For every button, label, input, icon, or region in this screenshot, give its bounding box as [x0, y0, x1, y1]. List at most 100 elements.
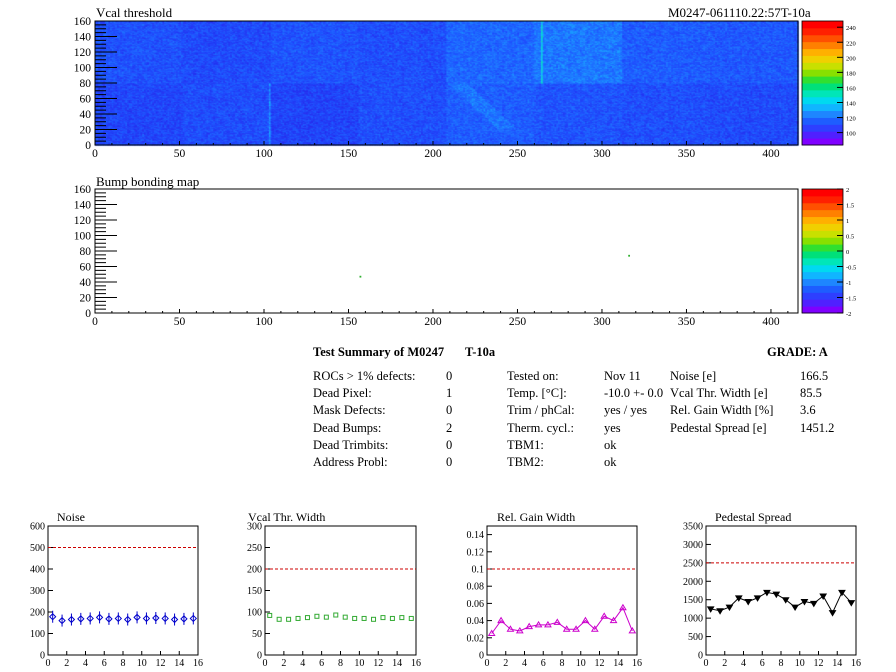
palette-swatch-1 — [802, 237, 843, 245]
palette-swatch-0 — [802, 69, 843, 77]
summary-middle-label: Therm. cycl.: — [507, 420, 574, 435]
plot-ytick-label-3-4: 2000 — [683, 577, 703, 588]
map-xtick-label-1-6: 300 — [593, 316, 611, 328]
map-ytick-label-1-3: 60 — [80, 262, 92, 274]
palette-swatch-1 — [802, 216, 843, 224]
palette-swatch-0 — [802, 138, 843, 146]
plot-ytick-label-2-0: 0 — [479, 651, 484, 662]
plot-point-3-13 — [828, 610, 837, 617]
map-ytick-label-1-8: 160 — [74, 184, 92, 196]
plot-frame-2 — [486, 525, 638, 656]
summary-right-value: 166.5 — [800, 369, 829, 383]
palette-label-0-5: 200 — [846, 55, 856, 62]
palette-label-1-6: 1 — [846, 218, 849, 225]
plot-xtick-label-0-7: 14 — [174, 658, 184, 669]
plot-point-1-4 — [304, 615, 310, 621]
summary-left-label: Address Probl: — [313, 455, 388, 469]
palette-swatch-0 — [802, 21, 843, 29]
plot-ytick-label-0-0: 0 — [40, 651, 45, 662]
palette-swatch-1 — [802, 292, 843, 300]
plot-ytick-label-3-2: 1000 — [683, 614, 703, 625]
plot-xtick-label-3-1: 2 — [722, 658, 727, 669]
palette-swatch-0 — [802, 27, 843, 36]
plot-point-2-12 — [600, 612, 609, 619]
gain-width-plot-title: Rel. Gain Width — [497, 510, 576, 524]
palette-swatch-1 — [802, 306, 843, 314]
plot-xtick-label-3-2: 4 — [741, 658, 746, 669]
plot-point-0-4 — [86, 614, 94, 623]
plot-xtick-label-1-6: 12 — [373, 658, 383, 669]
plot-xtick-label-2-7: 14 — [613, 658, 623, 669]
summary-left-label: Dead Pixel: — [313, 386, 372, 401]
palette-swatch-0 — [802, 76, 843, 84]
plot-ytick-label-2-3: 0.06 — [467, 599, 485, 610]
plot-series-line-2 — [491, 606, 633, 634]
map-xtick-label-0-7: 350 — [678, 148, 696, 160]
plot-ytick-label-0-6: 600 — [30, 522, 45, 533]
palette-label-1-0: -2 — [846, 311, 851, 318]
vcal-map-title: Vcal threshold — [96, 5, 173, 20]
plot-xtick-label-3-6: 12 — [814, 658, 824, 669]
map-ytick-label-1-1: 20 — [80, 293, 92, 305]
plot-point-1-9 — [352, 615, 358, 621]
plot-ytick-label-1-1: 50 — [252, 629, 262, 640]
palette-swatch-0 — [802, 110, 843, 118]
summary-middle-label: TBM2: — [507, 455, 544, 469]
plot-ytick-label-3-6: 3000 — [683, 540, 703, 551]
plot-point-3-1 — [716, 608, 724, 615]
plot-point-1-13 — [389, 615, 395, 621]
plot-point-0-5 — [95, 613, 104, 622]
plot-xtick-label-3-3: 6 — [760, 658, 765, 669]
plot-point-3-6 — [763, 589, 771, 597]
palette-swatch-1 — [802, 251, 843, 259]
plot-xtick-label-3-5: 10 — [795, 658, 805, 669]
palette-label-1-1: -1.5 — [846, 296, 856, 303]
plot-point-2-14 — [619, 603, 627, 611]
plot-point-3-10 — [800, 599, 809, 606]
plot-ytick-label-0-5: 500 — [30, 543, 45, 554]
plot-ytick-label-0-2: 200 — [30, 608, 45, 619]
plot-xtick-label-1-5: 10 — [354, 658, 364, 669]
plot-point-1-7 — [333, 612, 339, 618]
plot-point-1-6 — [323, 614, 329, 620]
plot-xtick-label-0-6: 12 — [156, 658, 166, 669]
plot-xtick-label-2-0: 0 — [485, 658, 490, 669]
summary-right-value: 3.6 — [800, 403, 816, 418]
plot-point-2-11 — [590, 625, 599, 632]
palette-label-0-3: 160 — [846, 85, 856, 92]
palette-swatch-1 — [802, 223, 843, 231]
plot-point-2-7 — [553, 618, 562, 625]
plot-point-2-6 — [544, 620, 552, 628]
plot-point-2-3 — [515, 626, 524, 634]
plot-point-1-12 — [380, 615, 386, 621]
plot-point-3-3 — [734, 595, 743, 602]
plot-xtick-label-2-6: 12 — [595, 658, 605, 669]
map-frame-0 — [94, 20, 799, 146]
plot-point-3-5 — [753, 595, 762, 602]
map-ytick-label-1-2: 40 — [80, 277, 92, 289]
map-ytick-label-0-1: 20 — [80, 125, 92, 137]
map-xtick-label-1-8: 400 — [762, 316, 780, 328]
palette-label-0-2: 140 — [846, 100, 856, 107]
plot-ytick-label-3-5: 2500 — [683, 558, 703, 569]
plot-xtick-label-1-1: 2 — [281, 658, 286, 669]
plot-xtick-label-2-5: 10 — [576, 658, 586, 669]
plot-ytick-label-1-4: 200 — [247, 565, 262, 576]
plot-point-0-13 — [170, 615, 179, 624]
map-xtick-label-0-6: 300 — [593, 148, 611, 160]
summary-middle-value: Nov 11 — [604, 369, 641, 383]
summary-middle-value: yes — [604, 420, 621, 435]
map-xtick-label-0-3: 150 — [340, 148, 358, 160]
plot-point-0-12 — [161, 614, 169, 623]
palette-swatch-1 — [802, 195, 843, 204]
plot-point-3-0 — [706, 606, 715, 613]
plot-point-0-2 — [67, 615, 76, 624]
plot-xtick-label-0-5: 10 — [137, 658, 147, 669]
palette-swatch-1 — [802, 285, 843, 293]
palette-swatch-1 — [802, 189, 843, 197]
plot-point-2-13 — [609, 616, 618, 624]
plot-xtick-label-0-1: 2 — [64, 658, 69, 669]
plot-point-2-1 — [497, 616, 505, 624]
summary-left-value: 0 — [446, 437, 453, 452]
palette-swatch-0 — [802, 117, 843, 125]
